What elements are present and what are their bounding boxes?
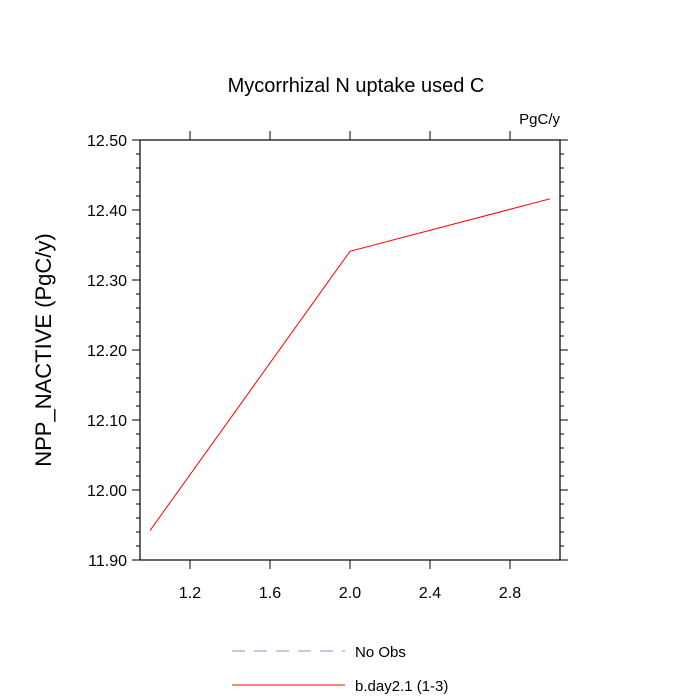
legend-label-b-day2-1: b.day2.1 (1-3): [355, 678, 448, 695]
legend: No Obs b.day2.1 (1-3): [232, 644, 448, 695]
y-tick-label: 12.30: [87, 273, 127, 290]
chart-title: Mycorrhizal N uptake used C: [228, 75, 485, 97]
y-tick-label: 12.00: [87, 483, 127, 500]
y-axis-label: NPP_NACTIVE (PgC/y): [31, 233, 56, 467]
plot-frame: [139, 139, 561, 561]
legend-label-no-obs: No Obs: [355, 644, 406, 661]
series-line: [149, 198, 551, 531]
y-tick-label: 12.20: [87, 343, 127, 360]
y-tick-label: 12.50: [87, 133, 127, 150]
x-tick-label: 1.6: [259, 585, 281, 602]
x-tick-label: 2.8: [499, 585, 521, 602]
y-tick-label: 11.90: [88, 553, 127, 570]
units-label: PgC/y: [519, 111, 560, 128]
y-tick-label: 12.10: [87, 413, 127, 430]
x-tick-label: 2.0: [339, 585, 361, 602]
y-tick-label: 12.40: [87, 203, 127, 220]
x-tick-label: 1.2: [179, 585, 201, 602]
plot-area: 11.90 12.00 12.10 12.20 12.30 12.40 12.50 1.2 1.…: [87, 131, 568, 602]
x-tick-label: 2.4: [419, 585, 441, 602]
